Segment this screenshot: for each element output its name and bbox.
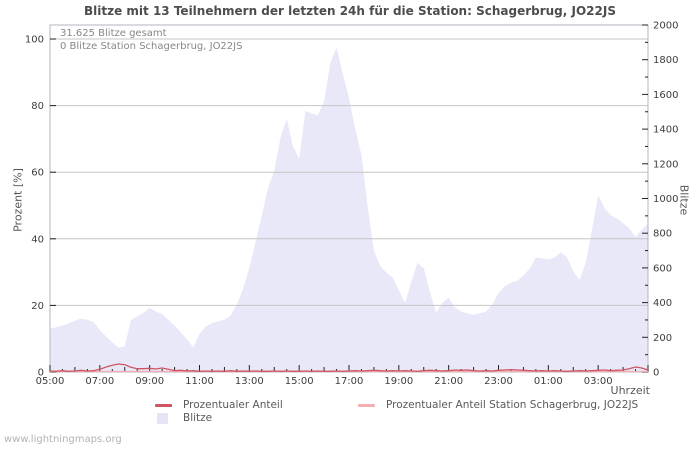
left-axis-title: Prozent [%] (11, 168, 25, 232)
svg-text:15:00: 15:00 (285, 376, 314, 387)
svg-text:01:00: 01:00 (534, 376, 563, 387)
svg-text:23:00: 23:00 (484, 376, 513, 387)
svg-text:100: 100 (25, 35, 44, 46)
svg-text:600: 600 (653, 263, 672, 274)
legend-line-swatch-total (155, 403, 172, 407)
legend-label-total: Prozentualer Anteil (183, 399, 283, 411)
svg-text:1400: 1400 (653, 125, 678, 136)
watermark-text: www.lightningmaps.org (4, 434, 122, 445)
annotation-station-strikes: 0 Blitze Station Schagerbrug, JO22JS (60, 41, 243, 52)
svg-text:1600: 1600 (653, 90, 678, 101)
svg-text:21:00: 21:00 (434, 376, 463, 387)
right-axis-title: Blitze (677, 184, 691, 216)
svg-text:09:00: 09:00 (135, 376, 164, 387)
svg-text:200: 200 (653, 333, 672, 344)
svg-text:20: 20 (31, 301, 44, 312)
svg-text:2000: 2000 (653, 21, 678, 32)
legend-item-prozentualer-anteil: Prozentualer Anteil (155, 399, 283, 411)
legend-item-prozentualer-anteil-station: Prozentualer Anteil Station Schagerbrug,… (358, 399, 638, 411)
chart-title: Blitze mit 13 Teilnehmern der letzten 24… (84, 4, 616, 18)
svg-text:17:00: 17:00 (335, 376, 364, 387)
svg-text:40: 40 (31, 234, 44, 245)
svg-text:03:00: 03:00 (584, 376, 613, 387)
legend-label-blitze: Blitze (183, 412, 213, 424)
svg-text:0: 0 (38, 368, 44, 379)
svg-text:60: 60 (31, 168, 44, 179)
annotation-total-strikes: 31.625 Blitze gesamt (60, 28, 167, 39)
svg-text:1000: 1000 (653, 194, 678, 205)
legend-label-station: Prozentualer Anteil Station Schagerbrug,… (386, 399, 639, 411)
svg-text:400: 400 (653, 298, 672, 309)
svg-text:0: 0 (653, 368, 659, 379)
x-axis-title: Uhrzeit (610, 384, 650, 397)
legend-line-swatch-station (358, 403, 375, 407)
svg-text:1200: 1200 (653, 159, 678, 170)
svg-text:05:00: 05:00 (36, 376, 65, 387)
svg-text:13:00: 13:00 (235, 376, 264, 387)
svg-text:07:00: 07:00 (85, 376, 114, 387)
svg-text:80: 80 (31, 101, 44, 112)
svg-text:1800: 1800 (653, 55, 678, 66)
svg-text:800: 800 (653, 229, 672, 240)
legend-item-blitze: Blitze (157, 412, 212, 424)
svg-text:19:00: 19:00 (384, 376, 413, 387)
svg-text:11:00: 11:00 (185, 376, 214, 387)
legend-box-swatch-blitze (157, 412, 168, 424)
